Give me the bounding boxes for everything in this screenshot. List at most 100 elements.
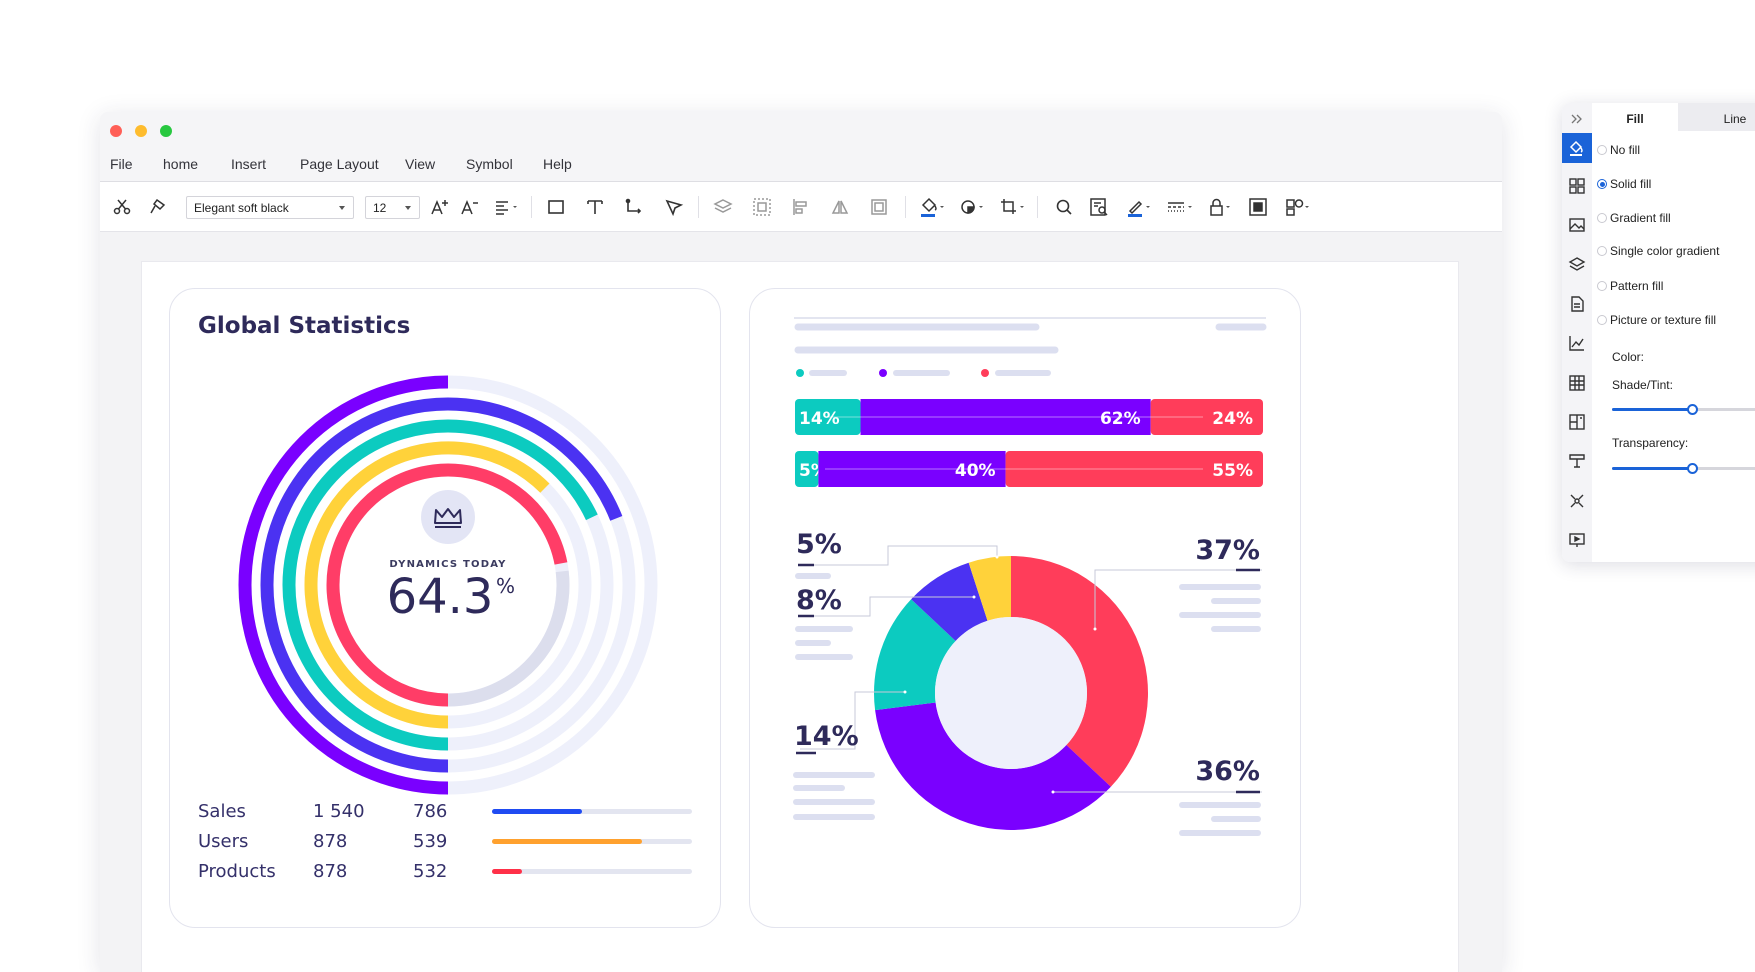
network-icon[interactable] [1562,487,1592,515]
maximize-window-button[interactable] [160,125,172,137]
lock-icon[interactable] [1206,196,1236,218]
page-icon[interactable] [1562,290,1592,318]
menu-symbol[interactable]: Symbol [466,156,513,172]
tab-fill[interactable]: Fill [1594,103,1676,131]
donut-label-5: 5% [796,529,842,560]
chart-icon[interactable] [1562,329,1592,357]
menu-view[interactable]: View [405,156,436,172]
fill-option-pattern-fill[interactable]: Pattern fill [1597,279,1663,293]
presentation-icon[interactable] [1562,447,1592,475]
menu-file[interactable]: File [110,156,133,172]
format-painter-icon[interactable] [146,196,168,218]
tab-line[interactable]: Line [1678,103,1755,131]
scissors-icon[interactable] [111,196,133,218]
search-icon[interactable] [1053,196,1075,218]
transparency-slider[interactable] [1612,463,1755,474]
bar-segment-label: 40% [955,461,996,481]
font-family-value: Elegant soft black [194,201,289,215]
stacked-bar: 5% 40% 55% [795,451,1263,487]
menu-insert[interactable]: Insert [231,156,267,172]
collapse-panel-icon[interactable] [1562,105,1592,133]
line-style-icon[interactable] [1165,196,1197,218]
fill-option-solid-fill[interactable]: Solid fill [1597,177,1651,191]
bar-segment [795,399,861,435]
donut-slice [874,599,956,711]
crop-icon[interactable] [998,196,1028,218]
map-icon[interactable] [1562,408,1592,436]
fill-bucket-icon[interactable] [918,196,948,218]
bar-segment-label: 62% [1100,409,1141,429]
font-size-select[interactable]: 12 [365,196,420,219]
arrange-icon[interactable] [868,196,890,218]
title-bar [100,112,1502,148]
bar-segment-label: 24% [1212,409,1253,429]
bar-segment [1005,451,1263,487]
distribution-card[interactable]: 14% 62% 24% 5% 40% 55% 5% 8% [749,288,1301,928]
radio-button[interactable] [1597,246,1607,256]
stat-value-1: 1 540 [313,801,365,822]
radio-button-selected[interactable] [1597,179,1607,189]
rectangle-icon[interactable] [545,196,567,218]
donut-label-14: 14% [794,721,859,752]
donut-slice [968,556,1011,621]
menu-home[interactable]: home [163,156,199,172]
grid-icon[interactable] [1562,172,1592,200]
stat-progress-fill [492,839,642,844]
increase-font-icon[interactable] [429,196,451,218]
radio-button[interactable] [1597,145,1607,155]
line-color-icon[interactable] [1125,196,1155,218]
radio-button[interactable] [1597,213,1607,223]
fill-option-label: Gradient fill [1610,211,1671,225]
fill-option-no-fill[interactable]: No fill [1597,143,1640,157]
font-family-select[interactable]: Elegant soft black [186,196,354,219]
flip-icon[interactable] [829,196,851,218]
radio-button[interactable] [1597,315,1607,325]
stacked-bar: 14% 62% 24% [795,399,1263,435]
pointer-icon[interactable] [663,196,685,218]
menu-help[interactable]: Help [543,156,572,172]
fill-option-picture-fill[interactable]: Picture or texture fill [1597,313,1716,327]
card-title: Global Statistics [198,313,411,339]
slider-handle[interactable] [1687,404,1699,415]
fill-icon[interactable] [1562,133,1592,163]
layers-icon[interactable] [712,196,734,218]
close-window-button[interactable] [110,125,122,137]
align-icon[interactable] [493,196,521,218]
donut-hole [935,617,1087,769]
font-size-value: 12 [373,201,387,215]
menu-page-layout[interactable]: Page Layout [300,156,379,172]
slider-handle[interactable] [1687,463,1699,474]
slider-fill [1612,408,1693,411]
text-icon[interactable] [584,196,606,218]
callout-lines [800,545,1262,793]
connector-icon[interactable] [623,196,645,218]
table-icon[interactable] [1562,369,1592,397]
more-shapes-icon[interactable] [1284,196,1314,218]
find-replace-icon[interactable] [1088,196,1110,218]
minimize-window-button[interactable] [135,125,147,137]
drawing-canvas[interactable]: Global Statistics DYNAMICS TODAY 64.3 % … [141,261,1459,972]
donut-label-36: 36% [1195,756,1260,787]
global-statistics-card[interactable]: Global Statistics DYNAMICS TODAY 64.3 % … [169,288,721,928]
decrease-font-icon[interactable] [459,196,481,218]
layers-icon[interactable] [1562,251,1592,279]
fill-option-gradient-fill[interactable]: Gradient fill [1597,211,1671,225]
stat-progress-fill [492,869,522,874]
fill-option-label: Single color gradient [1610,244,1720,258]
radial-progress-chart: DYNAMICS TODAY 64.3 % [238,375,658,795]
shade-tint-slider[interactable] [1612,404,1755,415]
group-icon[interactable] [751,196,773,218]
frame-icon[interactable] [1247,196,1269,218]
image-icon[interactable] [1562,211,1592,239]
format-side-panel: Fill Line No fill Solid fill Gradient fi… [1562,103,1755,562]
align-left-icon[interactable] [790,196,812,218]
bar-segment-label: 14% [799,409,840,429]
shadow-icon[interactable] [958,196,988,218]
radio-button[interactable] [1597,281,1607,291]
stat-value-2: 786 [413,801,448,822]
fill-option-single-color-gradient[interactable]: Single color gradient [1597,244,1720,258]
bar-segment-label: 55% [1212,461,1253,481]
ring-progress [304,441,550,729]
stat-name: Products [198,861,276,882]
slideshow-icon[interactable] [1562,526,1592,554]
